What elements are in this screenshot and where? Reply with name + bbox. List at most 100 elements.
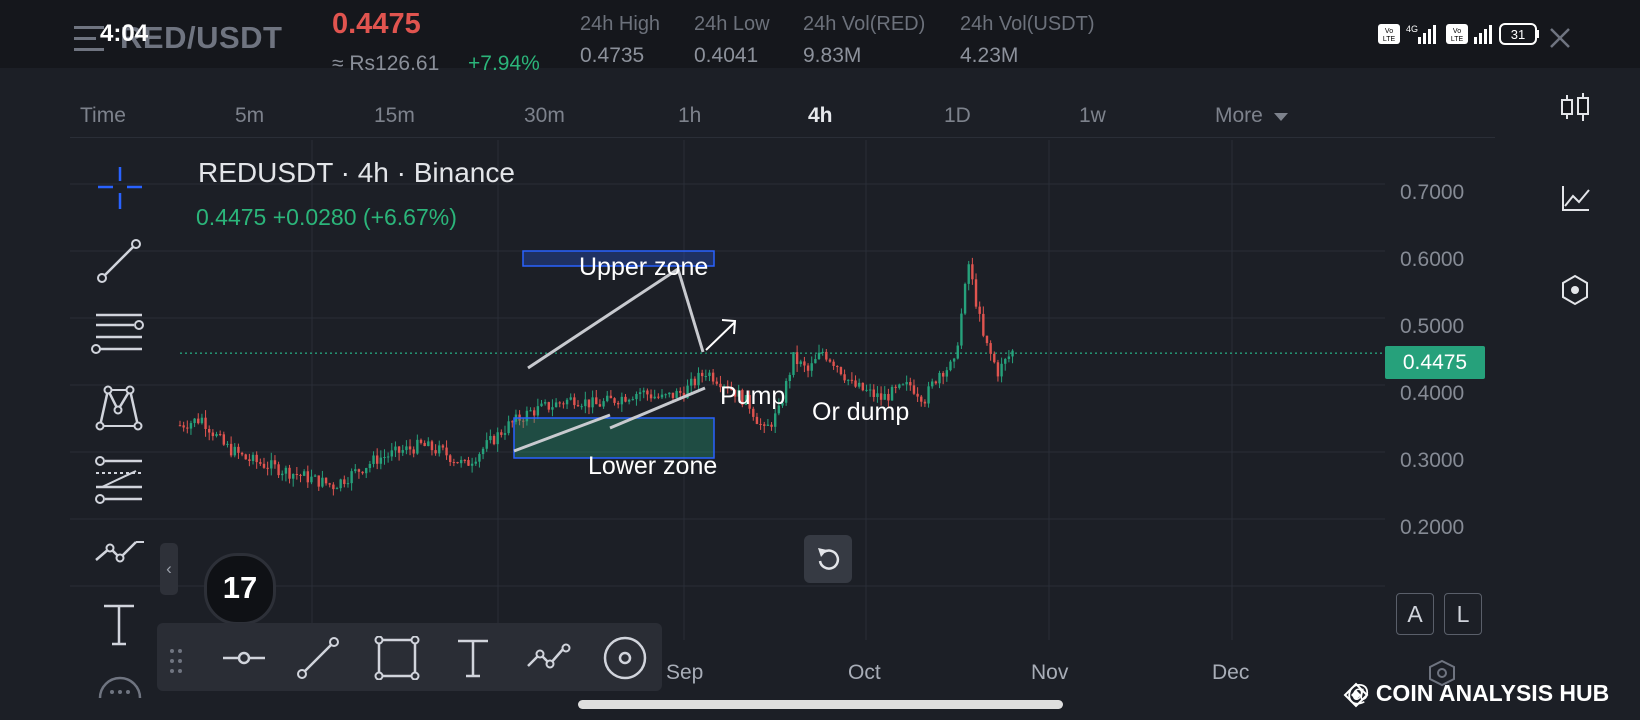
candle-body — [248, 459, 251, 461]
candle-body — [675, 390, 678, 398]
close-icon[interactable] — [1548, 26, 1572, 50]
x-tick-label: Oct — [848, 661, 881, 684]
candle-body — [346, 483, 350, 485]
candlestick-chart-icon[interactable] — [1555, 87, 1595, 127]
segment-tool-icon[interactable] — [293, 636, 343, 680]
candle-body — [178, 425, 182, 427]
candle-body — [229, 443, 233, 456]
tab-1d[interactable]: 1D — [944, 104, 971, 127]
candle-body — [255, 454, 258, 463]
candle-body — [974, 279, 978, 307]
candle-body — [591, 397, 594, 408]
candle-body — [963, 283, 967, 314]
svg-text:LTE: LTE — [1451, 36, 1464, 43]
candle-body — [456, 462, 459, 464]
candle-body — [868, 389, 872, 391]
candle-body — [350, 471, 353, 484]
hexagon-settings-icon[interactable] — [1425, 658, 1459, 688]
candle-body — [606, 395, 609, 402]
crosshair-tool-icon[interactable] — [88, 163, 150, 217]
log-scale-button[interactable]: L — [1444, 593, 1482, 635]
text-tool-icon[interactable] — [448, 636, 498, 680]
gesture-bar — [578, 700, 1063, 709]
candle-body — [737, 390, 740, 397]
tab-30m[interactable]: 30m — [524, 104, 565, 127]
candle-body — [511, 421, 514, 423]
tab-more[interactable]: More — [1215, 104, 1288, 128]
candle-body — [872, 389, 875, 397]
path-tool-icon[interactable] — [524, 636, 574, 680]
candle-body — [686, 385, 689, 399]
candle-body — [434, 450, 437, 454]
candle-body — [233, 446, 236, 456]
fiat-price: ≈ Rs126.61 — [332, 52, 440, 75]
candle-body — [595, 397, 598, 405]
candle-body — [266, 467, 269, 469]
reset-chart-button[interactable] — [804, 535, 852, 583]
candle-body — [204, 417, 207, 429]
price-chart[interactable] — [0, 138, 1640, 720]
trend-line-tool-icon[interactable] — [88, 234, 150, 288]
stat-24h-vol-quote-label: 24h Vol(USDT) — [960, 13, 1095, 35]
y-tick-label: 0.2000 — [1400, 516, 1465, 539]
pattern-tool-icon[interactable] — [88, 380, 150, 434]
hexagon-settings-icon[interactable] — [1555, 270, 1595, 310]
candle-body — [861, 382, 865, 391]
collapse-toolbar-button[interactable]: ‹ — [160, 543, 178, 595]
tab-1w[interactable]: 1w — [1079, 104, 1106, 127]
settings-circle-icon[interactable] — [600, 636, 650, 680]
more-tools-icon[interactable] — [96, 668, 144, 698]
candle-body — [748, 395, 751, 409]
candle-body — [934, 381, 938, 384]
candle-body — [240, 452, 244, 455]
candle-body — [784, 381, 788, 403]
tab-time[interactable]: Time — [80, 104, 126, 127]
candle-body — [810, 363, 813, 371]
candle-body — [273, 460, 277, 465]
tab-15m[interactable]: 15m — [374, 104, 415, 127]
candle-body — [543, 402, 547, 404]
breakout-arrow-head — [721, 319, 737, 335]
indicators-icon[interactable] — [1555, 178, 1595, 218]
candle-body — [912, 385, 916, 394]
text-tool-icon[interactable] — [88, 598, 150, 652]
parallel-lines-tool-icon[interactable] — [88, 307, 150, 361]
candle-body — [854, 380, 857, 387]
candle-body — [624, 396, 627, 402]
tab-5m[interactable]: 5m — [235, 104, 265, 127]
candle-body — [952, 358, 956, 362]
candle-body — [799, 361, 802, 365]
menu-icon[interactable] — [74, 24, 108, 54]
candle-body — [259, 462, 262, 464]
tab-1h[interactable]: 1h — [678, 104, 702, 127]
fibonacci-tool-icon[interactable] — [88, 453, 150, 507]
horizontal-line-tool-icon[interactable] — [219, 636, 269, 680]
candle-body — [949, 361, 952, 371]
candle-body — [711, 372, 715, 382]
candle-body — [584, 399, 587, 407]
y-tick-label: 0.6000 — [1400, 248, 1465, 271]
stat-24h-low-value: 0.4041 — [694, 44, 759, 67]
stat-24h-high-value: 0.4735 — [580, 44, 645, 67]
candle-body — [704, 376, 708, 378]
candle-body — [335, 488, 339, 490]
top-header — [0, 0, 1640, 68]
trading-pair-title[interactable]: RED/USDT — [120, 20, 283, 55]
candle-body — [186, 427, 189, 429]
candle-body — [251, 454, 255, 461]
candle-body — [576, 405, 580, 407]
tab-4h[interactable]: 4h — [808, 104, 833, 127]
drag-handle-icon[interactable] — [168, 647, 184, 675]
candle-body — [244, 454, 247, 460]
candle-body — [182, 425, 185, 428]
upper-zone-box — [522, 250, 715, 267]
candle-body — [208, 428, 211, 433]
path-tool-icon[interactable] — [88, 526, 150, 580]
candle-body — [368, 463, 372, 469]
candle-body — [865, 389, 868, 391]
rectangle-tool-icon[interactable] — [371, 636, 421, 680]
candle-body — [850, 379, 854, 381]
candle-body — [693, 378, 697, 386]
candle-body — [649, 394, 653, 399]
auto-scale-button[interactable]: A — [1396, 593, 1434, 635]
